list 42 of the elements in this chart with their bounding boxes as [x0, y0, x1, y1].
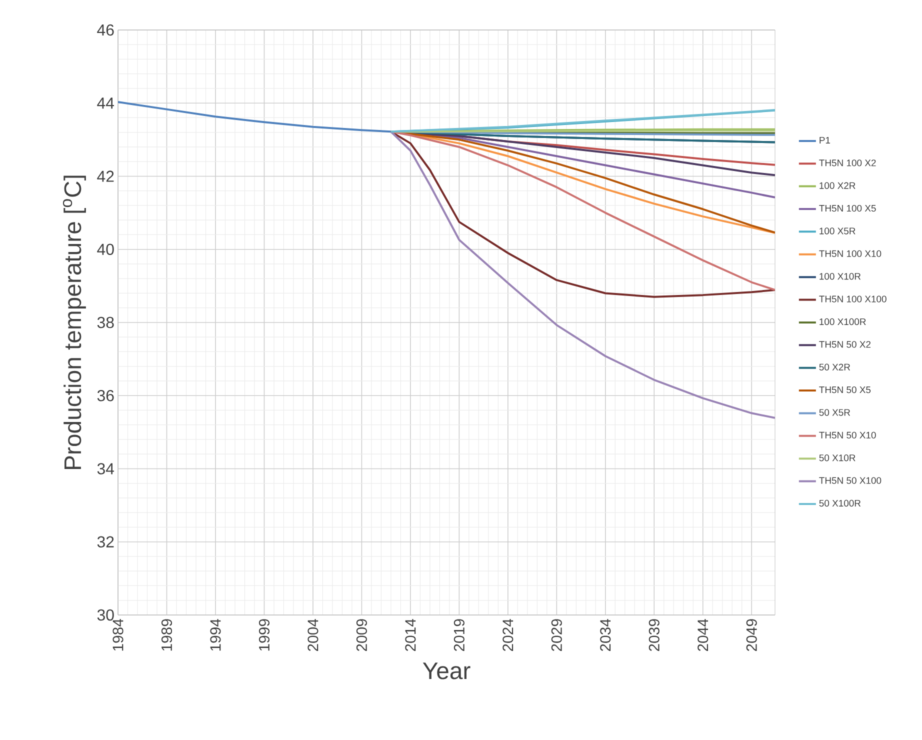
x-tick-label: 1999: [258, 619, 270, 651]
x-tick-label: 2044: [698, 618, 708, 651]
y-tick-label: 30: [97, 609, 114, 621]
legend-label: 50 X2R: [819, 364, 850, 370]
y-tick-label: 46: [97, 24, 114, 36]
x-tick-label: 1984: [112, 618, 124, 651]
x-tick-label: 2024: [502, 618, 514, 651]
legend-label: TH5N 50 X5: [819, 386, 871, 394]
y-tick-label: 36: [97, 390, 114, 402]
x-tick-label: 2019: [454, 619, 464, 651]
y-tick-label: 40: [97, 244, 114, 255]
y-tick-label: 42: [97, 170, 114, 182]
legend-label: 100 X5R: [820, 228, 856, 234]
y-tick-label: 38: [97, 316, 114, 328]
legend-label: TH5N 100 X100: [819, 296, 886, 302]
x-tick-label: 2014: [405, 618, 416, 651]
x-tick-label: 2049: [746, 619, 757, 651]
legend-label: TH5N 100 X10: [819, 250, 882, 258]
legend-label: TH5N 100 X5: [819, 204, 876, 212]
x-tick-label: 2039: [648, 619, 660, 651]
x-tick-label: 2009: [356, 619, 367, 651]
legend-label: 50 X10R: [819, 454, 856, 462]
y-tick-label: 44: [97, 98, 114, 109]
legend-label: TH5N 100 X2: [819, 160, 876, 166]
x-tick-label: 1994: [210, 618, 221, 651]
legend-label: 100 X100R: [820, 318, 866, 326]
legend-label: 100 X10R: [820, 273, 861, 280]
y-tick-label: 32: [97, 536, 114, 548]
legend-label: 50 X5R: [819, 409, 850, 416]
x-tick-label: 2029: [551, 619, 562, 651]
legend-label: P1: [820, 136, 830, 144]
y-axis-title: Production temperature [$^{o}$C]: [62, 176, 86, 469]
legend-label: TH5N 50 X100: [819, 477, 882, 484]
legend-label: TH5N 50 X2: [819, 341, 871, 348]
legend-label: TH5N 50 X10: [819, 432, 876, 439]
legend-label: 100 X2R: [820, 182, 856, 189]
legend-label: 50 X100R: [819, 500, 861, 507]
x-tick-label: 1989: [161, 619, 172, 651]
x-tick-label: 2004: [308, 618, 318, 651]
y-tick-label: 34: [97, 463, 114, 474]
x-tick-label: 2034: [600, 618, 611, 651]
x-axis-title: Year: [422, 662, 470, 680]
